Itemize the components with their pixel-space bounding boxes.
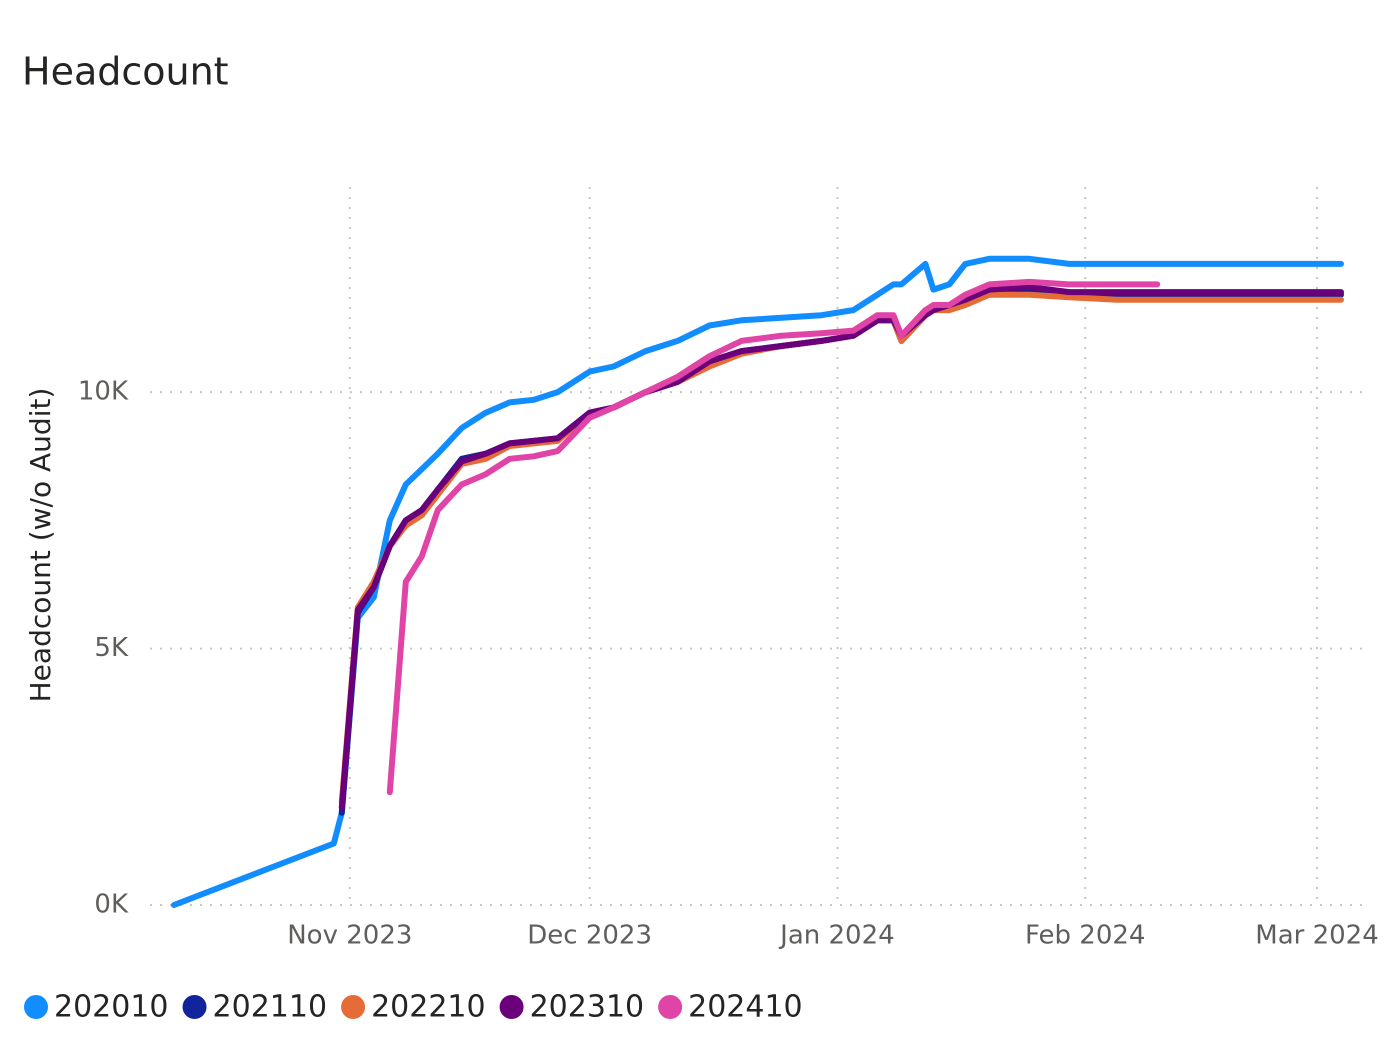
legend-marker — [658, 995, 683, 1019]
series-line — [338, 286, 1344, 816]
series-line — [386, 278, 1161, 796]
legend-label: 202210 — [371, 990, 486, 1025]
legend-label: 202410 — [688, 990, 803, 1025]
y-tick-label: 0K — [94, 890, 129, 920]
y-tick-label: 5K — [94, 633, 129, 663]
series-line — [338, 284, 1344, 811]
x-tick-label: Feb 2024 — [1025, 921, 1145, 951]
x-tick-label: Mar 2024 — [1255, 921, 1379, 951]
legend-label: 202110 — [213, 990, 328, 1025]
series-line — [338, 291, 1344, 806]
y-tick-label: 10K — [78, 377, 129, 407]
legend-marker — [182, 995, 207, 1019]
chart-title: Headcount — [22, 50, 229, 94]
legend-label: 202310 — [530, 990, 645, 1025]
legend-marker — [499, 995, 524, 1019]
x-tick-label: Dec 2023 — [527, 921, 652, 951]
legend-marker — [24, 995, 48, 1019]
series-line — [171, 255, 1344, 908]
y-axis-label: Headcount (w/o Audit) — [24, 388, 57, 703]
x-tick-label: Nov 2023 — [287, 921, 412, 951]
legend-marker — [341, 995, 366, 1019]
legend-label: 202010 — [54, 990, 169, 1025]
x-tick-label: Jan 2024 — [778, 921, 895, 951]
